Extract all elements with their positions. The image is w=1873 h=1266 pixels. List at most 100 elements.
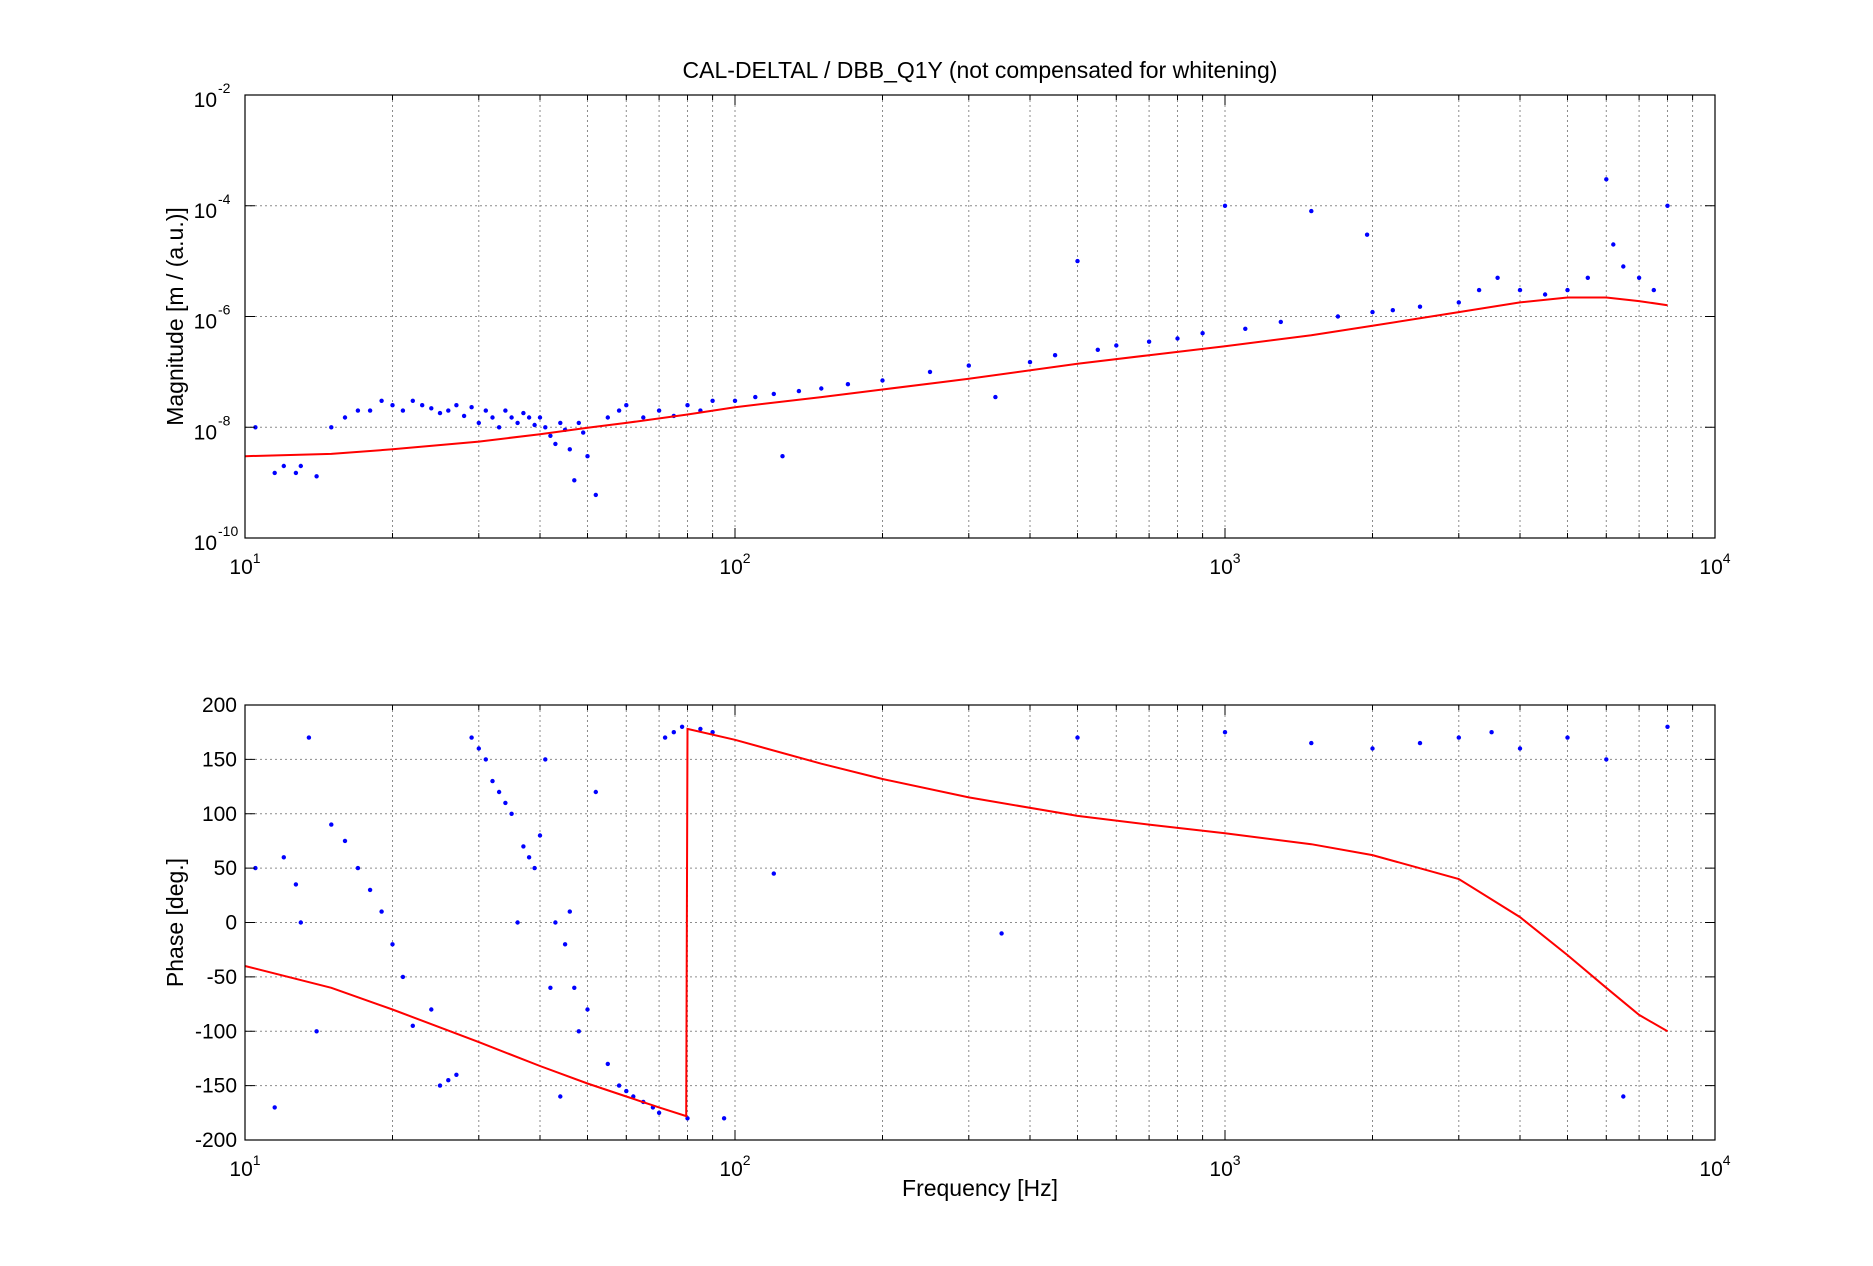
phase-data-point	[379, 909, 384, 914]
magnitude-data-point	[437, 410, 443, 416]
phase-data-point	[616, 1083, 622, 1088]
magnitude-data-point	[429, 406, 434, 411]
phase-data-point	[329, 822, 334, 827]
magnitude-data-point	[880, 378, 885, 383]
magnitude-data-point	[796, 388, 802, 394]
phase-y-tick-label: -150	[195, 1075, 237, 1098]
phase-data-point	[999, 931, 1004, 936]
phase-x-tick-label: 103	[1209, 1152, 1240, 1181]
phase-x-tick-exponent: 1	[253, 1152, 261, 1168]
magnitude-data-point	[1604, 177, 1609, 182]
magnitude-data-point	[314, 474, 319, 479]
phase-data-point	[679, 724, 685, 729]
magnitude-y-tick-exponent: -4	[218, 191, 231, 207]
magnitude-data-point	[400, 408, 406, 413]
magnitude-data-point	[1027, 359, 1033, 365]
magnitude-data-point	[1175, 336, 1180, 341]
phase-data-point	[532, 865, 537, 871]
phase-data-point	[656, 1110, 662, 1116]
phase-data-point	[521, 844, 526, 849]
phase-data-point	[576, 1029, 581, 1034]
phase-plot: 101 102 103 104200150100500-50-100-150-200P…	[162, 694, 1731, 1201]
magnitude-data-point	[593, 492, 598, 498]
magnitude-data-point	[509, 415, 514, 420]
phase-data-point	[567, 909, 572, 914]
magnitude-data-point	[461, 413, 467, 419]
magnitude-data-point	[553, 441, 558, 447]
phase-data-point	[367, 887, 373, 893]
magnitude-data-point	[572, 478, 577, 483]
magnitude-y-tick-label: 10	[194, 532, 217, 555]
magnitude-data-point	[446, 408, 451, 413]
phase-y-tick-label: 100	[202, 803, 237, 826]
phase-data-point	[390, 942, 395, 947]
magnitude-x-tick-base: 10	[1699, 556, 1722, 579]
magnitude-y-tick-label: 10	[194, 89, 217, 112]
phase-data-point	[1370, 746, 1375, 751]
phase-data-point	[1517, 746, 1523, 751]
magnitude-x-tick-label: 101	[229, 550, 260, 579]
magnitude-data-point	[771, 391, 776, 397]
magnitude-data-point	[469, 405, 474, 410]
phase-data-point	[593, 789, 598, 795]
phase-data-point	[355, 865, 361, 871]
phase-data-point	[1565, 735, 1570, 740]
magnitude-data-point	[476, 420, 481, 426]
magnitude-data-point	[1585, 275, 1591, 280]
phase-data-point	[400, 974, 406, 980]
phase-data-point	[771, 871, 776, 876]
magnitude-data-point	[1417, 304, 1423, 309]
magnitude-data-point	[1456, 300, 1462, 305]
magnitude-y-tick-base: 10	[194, 421, 217, 444]
magnitude-data-point	[710, 398, 715, 403]
phase-data-point	[437, 1083, 443, 1088]
phase-data-point	[537, 833, 543, 838]
phase-data-point	[1222, 730, 1228, 735]
magnitude-data-point	[532, 422, 537, 428]
phase-y-tick-label: -50	[207, 966, 237, 989]
phase-data-point	[1417, 740, 1423, 746]
magnitude-data-point	[1075, 258, 1080, 264]
magnitude-data-point	[490, 415, 495, 420]
magnitude-data-point	[410, 398, 415, 403]
magnitude-x-tick-exponent: 3	[1233, 550, 1241, 566]
magnitude-x-tick-base: 10	[1209, 556, 1232, 579]
magnitude-x-tick-base: 10	[719, 556, 742, 579]
phase-data-point	[342, 838, 348, 844]
magnitude-data-point	[454, 403, 459, 408]
magnitude-y-tick-label: 10	[194, 421, 217, 444]
magnitude-data-point	[624, 403, 629, 408]
phase-y-tick-label: 0	[225, 912, 237, 935]
magnitude-measurement-points	[253, 177, 1670, 498]
phase-data-point	[469, 735, 474, 740]
magnitude-y-tick-exponent: -2	[218, 80, 231, 96]
magnitude-data-point	[1309, 208, 1314, 214]
magnitude-data-point	[1621, 264, 1626, 269]
phase-data-point	[572, 985, 577, 990]
magnitude-y-tick-label: 10	[194, 311, 217, 334]
magnitude-data-point	[966, 363, 971, 368]
magnitude-ticks	[244, 94, 1716, 539]
magnitude-x-tick-label: 104	[1699, 550, 1730, 579]
magnitude-data-point	[558, 420, 563, 426]
phase-data-point	[1665, 724, 1670, 729]
phase-data-point	[698, 726, 703, 732]
phase-x-tick-label: 104	[1699, 1152, 1730, 1181]
phase-data-point	[1456, 735, 1462, 740]
phase-data-point	[410, 1023, 415, 1028]
magnitude-data-point	[1651, 287, 1657, 293]
phase-data-point	[558, 1094, 563, 1099]
phase-data-point	[585, 1007, 590, 1012]
magnitude-data-point	[1200, 331, 1205, 336]
magnitude-data-point	[298, 463, 303, 469]
magnitude-data-point	[1476, 287, 1482, 293]
phase-data-point	[293, 882, 299, 887]
magnitude-x-tick-label: 103	[1209, 550, 1240, 579]
magnitude-data-point	[780, 454, 785, 459]
phase-x-tick-label: 102	[719, 1152, 750, 1181]
magnitude-data-point	[548, 433, 553, 438]
magnitude-x-tick-exponent: 2	[743, 550, 751, 566]
magnitude-data-point	[1370, 309, 1375, 315]
magnitude-data-point	[732, 398, 738, 403]
